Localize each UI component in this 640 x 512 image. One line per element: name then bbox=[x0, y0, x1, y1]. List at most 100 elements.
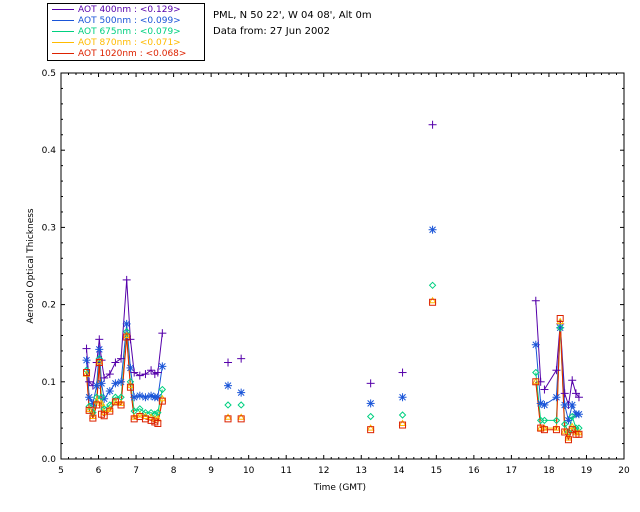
data-point-4 bbox=[568, 426, 576, 434]
data-point-1 bbox=[85, 393, 94, 402]
x-tick-label: 10 bbox=[243, 466, 255, 476]
data-point-3 bbox=[105, 405, 114, 413]
data-point-4 bbox=[93, 401, 101, 409]
data-point-3 bbox=[568, 422, 577, 430]
data-point-4 bbox=[367, 426, 375, 434]
data-point-3 bbox=[147, 413, 155, 420]
data-point-1 bbox=[111, 379, 120, 388]
legend-mean-400nm: <0.129> bbox=[139, 5, 181, 15]
data-point-4 bbox=[106, 407, 114, 415]
data-point-0 bbox=[135, 371, 144, 380]
data-point-1 bbox=[540, 400, 549, 409]
legend-swatch-500nm bbox=[52, 20, 74, 21]
data-point-1 bbox=[568, 400, 577, 409]
legend-label-675nm: AOT 675nm bbox=[78, 27, 132, 37]
data-point-1 bbox=[130, 393, 139, 402]
data-point-2 bbox=[147, 408, 155, 417]
data-point-0 bbox=[130, 368, 139, 377]
data-point-3 bbox=[560, 427, 569, 434]
data-point-1 bbox=[95, 345, 104, 354]
legend-item-675nm: AOT 675nm : <0.079> bbox=[52, 27, 181, 38]
data-point-4 bbox=[117, 401, 125, 409]
axis-ticks: 5 6 7 8 9 10 11 12 13 14 15 16 17 18 19 20 0.0 0.1 0.2 0.3 0… bbox=[42, 69, 630, 476]
data-point-3 bbox=[122, 331, 131, 338]
data-point-1 bbox=[105, 387, 114, 396]
data-point-3 bbox=[428, 296, 437, 304]
data-point-2 bbox=[568, 412, 576, 421]
legend-label-400nm: AOT 400nm bbox=[78, 5, 132, 15]
data-point-4 bbox=[154, 419, 162, 427]
data-point-0 bbox=[237, 354, 246, 363]
series-line-1 bbox=[544, 327, 579, 421]
data-point-1 bbox=[237, 388, 246, 397]
x-axis-label: Time (GMT) bbox=[313, 483, 366, 493]
data-point-4 bbox=[224, 415, 232, 423]
data-point-2 bbox=[126, 378, 135, 386]
x-tick-label: 11 bbox=[280, 466, 291, 476]
data-point-1 bbox=[117, 377, 126, 386]
data-point-3 bbox=[126, 381, 135, 389]
data-point-4 bbox=[126, 383, 134, 391]
x-tick-label: 9 bbox=[208, 466, 214, 476]
series-line-4 bbox=[535, 381, 542, 429]
data-point-1 bbox=[158, 362, 167, 371]
data-point-0 bbox=[85, 377, 94, 386]
data-point-0 bbox=[560, 389, 569, 398]
data-point-2 bbox=[92, 393, 101, 401]
data-point-2 bbox=[428, 281, 437, 290]
site-info: PML, N 50 22', W 04 08', Alt 0m Data fro… bbox=[213, 8, 372, 40]
data-point-4 bbox=[237, 415, 245, 423]
data-point-4 bbox=[158, 397, 166, 405]
data-point-1 bbox=[560, 400, 569, 409]
legend-item-500nm: AOT 500nm : <0.099> bbox=[52, 16, 181, 27]
data-point-1 bbox=[564, 416, 573, 425]
y-tick-label: 0.4 bbox=[42, 146, 57, 156]
series-line-4 bbox=[544, 318, 579, 441]
y-tick-label: 0.0 bbox=[42, 455, 57, 465]
data-point-0 bbox=[531, 296, 540, 305]
data-point-2 bbox=[366, 412, 375, 421]
data-point-3 bbox=[552, 424, 561, 431]
data-point-2 bbox=[237, 401, 245, 409]
y-tick-label: 0.1 bbox=[42, 378, 56, 388]
x-tick-label: 7 bbox=[133, 466, 139, 476]
data-point-0 bbox=[82, 344, 91, 353]
data-point-4 bbox=[561, 428, 569, 436]
site-location: PML, N 50 22', W 04 08', Alt 0m bbox=[213, 10, 372, 21]
legend-mean-1020nm: <0.068> bbox=[145, 49, 187, 59]
data-point-2 bbox=[398, 411, 407, 419]
data-point-0 bbox=[111, 358, 120, 367]
data-point-0 bbox=[224, 358, 233, 367]
y-tick-label: 0.2 bbox=[42, 301, 56, 311]
legend: AOT 400nm : <0.129> AOT 500nm : <0.099> … bbox=[47, 3, 205, 61]
series-markers bbox=[82, 120, 583, 444]
data-point-1 bbox=[531, 340, 540, 349]
legend-item-1020nm: AOT 1020nm : <0.068> bbox=[52, 49, 186, 60]
data-point-0 bbox=[141, 370, 150, 379]
data-point-4 bbox=[147, 416, 155, 424]
x-tick-label: 20 bbox=[618, 466, 630, 476]
data-point-4 bbox=[575, 430, 583, 438]
data-point-4 bbox=[399, 421, 407, 429]
data-point-0 bbox=[552, 366, 561, 375]
x-tick-label: 5 bbox=[58, 466, 64, 476]
plot-frame bbox=[60, 72, 625, 460]
legend-item-400nm: AOT 400nm : <0.129> bbox=[52, 5, 181, 16]
data-point-3 bbox=[95, 357, 104, 365]
data-point-4 bbox=[540, 426, 548, 434]
data-point-3 bbox=[85, 405, 94, 413]
data-point-1 bbox=[141, 393, 150, 402]
data-point-2 bbox=[151, 410, 159, 418]
data-point-0 bbox=[540, 385, 549, 394]
data-point-3 bbox=[111, 397, 120, 405]
data-point-4 bbox=[83, 369, 91, 377]
data-point-1 bbox=[366, 399, 375, 408]
x-tick-label: 6 bbox=[96, 466, 102, 476]
data-point-0 bbox=[158, 329, 167, 338]
data-point-1 bbox=[574, 410, 583, 419]
data-point-4 bbox=[429, 298, 437, 306]
data-point-3 bbox=[536, 424, 545, 431]
data-point-3 bbox=[130, 413, 139, 420]
data-point-2 bbox=[111, 393, 120, 401]
legend-label-500nm: AOT 500nm bbox=[78, 16, 132, 26]
